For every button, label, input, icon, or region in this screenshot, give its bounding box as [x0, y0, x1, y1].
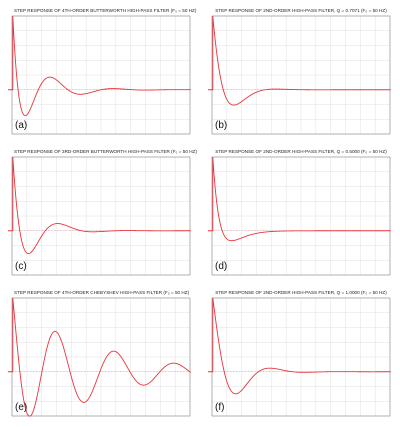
chart-title: STEP RESPONSE OF 2ND-ORDER HIGH-PASS FIL… — [215, 149, 387, 154]
chart-title: STEP RESPONSE OF 4TH-ORDER CHEBYSHEV HIG… — [14, 290, 190, 295]
step-response-line — [208, 15, 391, 106]
plot-area — [208, 297, 391, 417]
chart-title: STEP RESPONSE OF 3RD-ORDER BUTTERWORTH H… — [14, 149, 197, 154]
step-response-line — [208, 156, 391, 242]
plot-frame — [11, 15, 191, 135]
panel-label: (d) — [215, 261, 228, 272]
chart-title: STEP RESPONSE OF 2ND-ORDER HIGH-PASS FIL… — [215, 290, 387, 295]
panel-label: (a) — [15, 120, 28, 131]
chart-title: STEP RESPONSE OF 2ND-ORDER HIGH-PASS FIL… — [215, 8, 387, 13]
step-response-line — [8, 156, 191, 255]
chart-panel: STEP RESPONSE OF 2ND-ORDER HIGH-PASS FIL… — [205, 7, 393, 137]
step-response-line — [8, 297, 192, 417]
plot-area — [208, 15, 391, 135]
panel-label: (e) — [15, 402, 28, 413]
step-response-line — [208, 297, 391, 395]
plot-area — [8, 15, 191, 135]
chart-panel: STEP RESPONSE OF 2ND-ORDER HIGH-PASS FIL… — [205, 289, 393, 419]
plot-frame — [211, 297, 391, 417]
chart-panel: STEP RESPONSE OF 4TH-ORDER BUTTERWORTH H… — [5, 7, 197, 137]
plot-frame — [211, 15, 391, 135]
panel-label: (b) — [215, 120, 228, 131]
panel-label: (f) — [215, 402, 225, 413]
plot-frame — [11, 297, 191, 417]
chart-panel: STEP RESPONSE OF 4TH-ORDER CHEBYSHEV HIG… — [5, 289, 193, 419]
chart-panel: STEP RESPONSE OF 3RD-ORDER BUTTERWORTH H… — [5, 148, 197, 278]
plot-area — [8, 156, 191, 276]
plot-area — [208, 156, 391, 276]
plot-frame — [211, 156, 391, 276]
plot-area — [8, 297, 192, 417]
step-response-line — [8, 15, 191, 117]
plot-frame — [11, 156, 191, 276]
panel-label: (c) — [15, 261, 27, 272]
chart-title: STEP RESPONSE OF 4TH-ORDER BUTTERWORTH H… — [14, 8, 197, 13]
chart-panel: STEP RESPONSE OF 2ND-ORDER HIGH-PASS FIL… — [205, 148, 393, 278]
